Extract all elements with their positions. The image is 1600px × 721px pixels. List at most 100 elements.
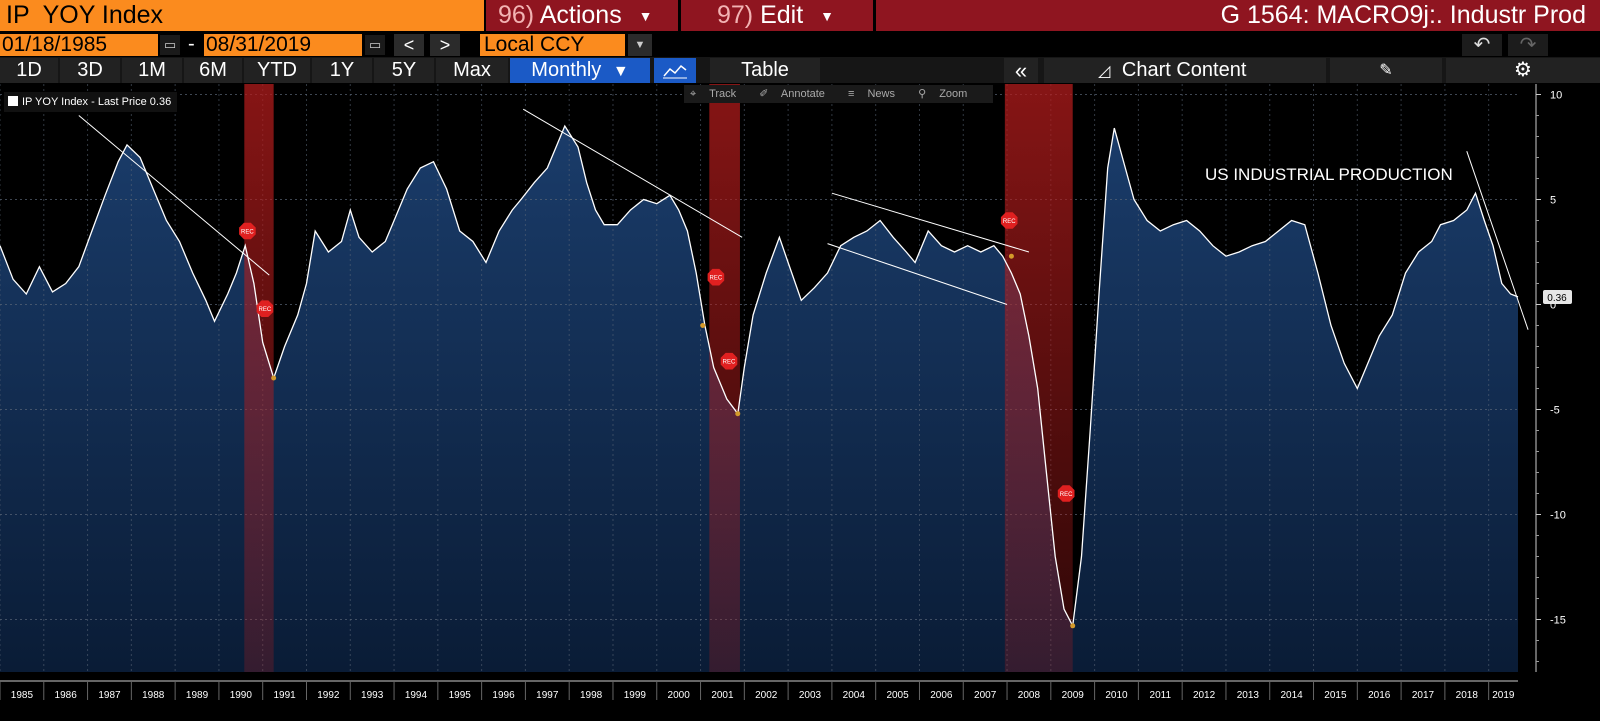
x-tick-label: 2003 bbox=[799, 690, 822, 701]
x-tick-label: 2017 bbox=[1412, 690, 1435, 701]
chart-annotation: US INDUSTRIAL PRODUCTION bbox=[1205, 165, 1453, 184]
edit-menu[interactable]: 97) Edit ▼ bbox=[681, 0, 873, 31]
series-area bbox=[0, 126, 1518, 672]
x-tick-label: 1986 bbox=[55, 690, 78, 701]
track-tool-label: Track bbox=[709, 88, 737, 100]
collapse-panel-button[interactable]: « bbox=[1004, 58, 1038, 83]
recession-marker: REC bbox=[707, 268, 725, 286]
chevron-down-icon[interactable]: ▼ bbox=[628, 34, 652, 56]
actions-menu-number: 96) bbox=[498, 1, 535, 29]
x-tick-label: 1993 bbox=[361, 690, 384, 701]
x-tick-label: 2001 bbox=[711, 690, 734, 701]
track-tool[interactable]: ⌖ Track bbox=[690, 88, 746, 100]
undo-icon[interactable]: ↶ bbox=[1462, 34, 1502, 56]
period-ytd-button[interactable]: YTD bbox=[244, 58, 310, 83]
y-tick-label: 5 bbox=[1550, 195, 1556, 207]
x-tick-label: 2015 bbox=[1324, 690, 1347, 701]
edit-menu-label: Edit bbox=[760, 1, 804, 29]
chart-title: G 1564: MACRO9j:. Industr Prod bbox=[876, 0, 1600, 31]
turning-point bbox=[1008, 253, 1014, 259]
currency-select[interactable]: Local CCY bbox=[480, 34, 625, 56]
edit-chart-icon[interactable]: ✎ bbox=[1330, 58, 1442, 83]
calendar-icon[interactable]: ▭ bbox=[160, 35, 180, 55]
turning-point bbox=[1070, 623, 1076, 629]
chart-content-icon: ◿ bbox=[1098, 63, 1111, 80]
x-tick-label: 1996 bbox=[492, 690, 515, 701]
pencil-icon: ✐ bbox=[759, 88, 769, 100]
news-tool-label: News bbox=[867, 88, 895, 100]
redo-icon[interactable]: ↷ bbox=[1508, 34, 1548, 56]
x-tick-label: 1995 bbox=[449, 690, 472, 701]
last-price-marker bbox=[1543, 289, 1572, 304]
period-6m-button[interactable]: 6M bbox=[184, 58, 242, 83]
annotate-tool-label: Annotate bbox=[780, 88, 825, 100]
x-tick-label: 2019 bbox=[1492, 690, 1515, 701]
recession-band bbox=[244, 84, 274, 672]
table-button[interactable]: Table bbox=[710, 58, 820, 83]
recession-marker-shape bbox=[239, 222, 256, 240]
chart-svg[interactable]: REC REC REC REC REC REC 10 5 0 -5 -10 -15 0.36 1985 1… bbox=[0, 84, 1600, 716]
security-ticker[interactable]: IP YOY Index bbox=[0, 0, 484, 31]
x-tick-label: 2013 bbox=[1237, 690, 1260, 701]
actions-menu[interactable]: 96) Actions ▼ bbox=[486, 0, 678, 31]
x-tick-label: 1998 bbox=[580, 690, 603, 701]
period-1y-button[interactable]: 1Y bbox=[312, 58, 372, 83]
trendline bbox=[1466, 151, 1529, 330]
x-tick-label: 1990 bbox=[230, 690, 253, 701]
y-tick-label: -10 bbox=[1550, 510, 1566, 522]
x-tick-label: 2000 bbox=[668, 690, 691, 701]
recession-marker: REC bbox=[239, 222, 256, 240]
settings-gear-icon[interactable]: ⚙ bbox=[1446, 58, 1600, 83]
recession-marker: REC bbox=[1000, 212, 1018, 229]
x-tick-label: 2002 bbox=[755, 690, 778, 701]
frequency-select[interactable]: Monthly ▼ bbox=[510, 58, 650, 83]
news-tool[interactable]: ≡ News bbox=[848, 88, 905, 100]
series-legend[interactable]: IP YOY Index - Last Price 0.36 bbox=[4, 92, 178, 112]
recession-marker-shape bbox=[720, 352, 738, 370]
line-chart-icon[interactable] bbox=[654, 58, 696, 83]
period-3d-button[interactable]: 3D bbox=[60, 58, 120, 83]
annotate-tool[interactable]: ✐ Annotate bbox=[759, 88, 835, 100]
recession-band bbox=[709, 84, 740, 672]
x-tick-label: 2016 bbox=[1368, 690, 1391, 701]
prev-period-button[interactable]: < bbox=[394, 34, 424, 56]
y-tick-label: -15 bbox=[1550, 615, 1566, 627]
recession-marker-shape bbox=[256, 300, 274, 317]
chart-area[interactable]: REC REC REC REC REC REC 10 5 0 -5 -10 -15 0.36 1985 1… bbox=[0, 84, 1600, 716]
period-5y-button[interactable]: 5Y bbox=[374, 58, 434, 83]
chart-content-label: Chart Content bbox=[1121, 59, 1247, 81]
legend-label: IP YOY Index - Last Price 0.36 bbox=[22, 96, 172, 108]
recession-marker-label: REC bbox=[1060, 492, 1073, 498]
trendline bbox=[78, 115, 270, 276]
start-date-field[interactable]: 01/18/1985 bbox=[0, 34, 158, 56]
date-range-dash: - bbox=[188, 33, 195, 55]
end-date-field[interactable]: 08/31/2019 bbox=[204, 34, 362, 56]
series-line bbox=[0, 124, 1519, 628]
recession-marker-label: REC bbox=[241, 230, 254, 236]
turning-point bbox=[271, 375, 277, 381]
x-tick-label: 2005 bbox=[886, 690, 909, 701]
x-tick-label: 2008 bbox=[1018, 690, 1041, 701]
calendar-icon[interactable]: ▭ bbox=[365, 35, 385, 55]
x-tick-label: 2014 bbox=[1281, 690, 1304, 701]
y-tick-label: 0 bbox=[1550, 300, 1556, 312]
recession-band bbox=[1004, 84, 1073, 672]
turning-point bbox=[700, 323, 706, 328]
x-tick-label: 2011 bbox=[1150, 690, 1172, 701]
recession-marker-label: REC bbox=[259, 307, 272, 313]
period-1m-button[interactable]: 1M bbox=[122, 58, 182, 83]
zoom-tool[interactable]: ⚲ Zoom bbox=[918, 88, 977, 100]
chart-content-button[interactable]: ◿ Chart Content bbox=[1044, 58, 1326, 83]
period-1d-button[interactable]: 1D bbox=[0, 58, 58, 83]
chevron-down-icon: ▼ bbox=[612, 63, 629, 80]
recession-marker: REC bbox=[256, 300, 274, 317]
y-tick-label: 10 bbox=[1550, 90, 1562, 102]
next-period-button[interactable]: > bbox=[430, 34, 460, 56]
recession-marker-label: REC bbox=[723, 360, 736, 366]
chart-tools: ⌖ Track ✐ Annotate ≡ News ⚲ Zoom bbox=[684, 85, 994, 103]
chevron-down-icon: ▼ bbox=[638, 7, 653, 24]
news-icon: ≡ bbox=[848, 88, 855, 100]
x-tick-label: 2009 bbox=[1062, 690, 1085, 701]
period-max-button[interactable]: Max bbox=[436, 58, 508, 83]
x-tick-label: 2006 bbox=[930, 690, 953, 701]
